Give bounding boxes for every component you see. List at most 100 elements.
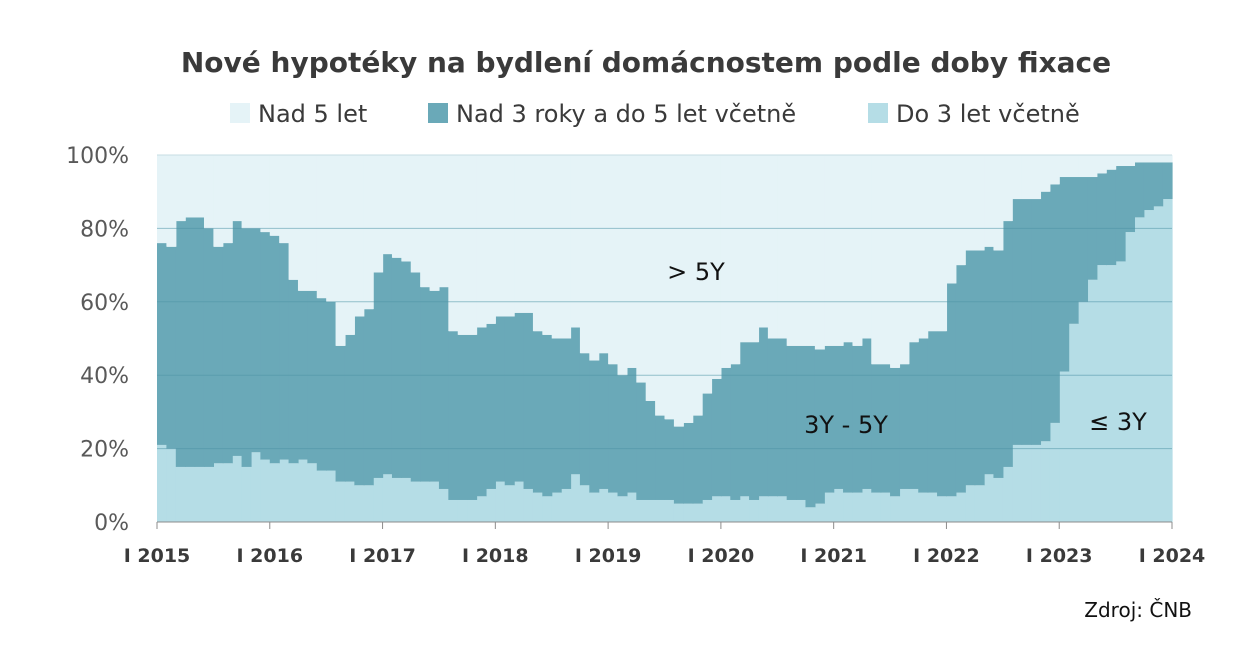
area-segment bbox=[739, 342, 750, 497]
area-segment bbox=[222, 155, 233, 244]
area-segment bbox=[279, 459, 290, 522]
area-segment bbox=[1078, 155, 1089, 178]
area-segment bbox=[937, 155, 948, 332]
area-segment bbox=[523, 155, 534, 313]
area-segment bbox=[655, 155, 666, 416]
area-segment bbox=[918, 492, 929, 522]
area-segment bbox=[598, 353, 609, 489]
x-tick-label: I 2015 bbox=[124, 545, 191, 567]
legend-label-over-5: Nad 5 let bbox=[258, 100, 367, 128]
area-segment bbox=[354, 155, 365, 317]
area-segment bbox=[589, 492, 600, 522]
area-segment bbox=[1153, 155, 1164, 163]
area-segment bbox=[890, 496, 901, 522]
area-segment bbox=[448, 155, 459, 332]
area-segment bbox=[579, 155, 590, 354]
area-segment bbox=[157, 444, 167, 522]
area-segment bbox=[843, 492, 854, 522]
area-segment bbox=[410, 481, 421, 522]
area-segment bbox=[645, 400, 656, 500]
area-segment bbox=[608, 492, 619, 522]
area-segment bbox=[476, 155, 487, 328]
area-segment bbox=[1115, 166, 1126, 262]
area-segment bbox=[241, 466, 252, 522]
area-segment bbox=[777, 155, 788, 339]
y-tick-label: 100% bbox=[66, 144, 129, 169]
area-segment bbox=[476, 496, 487, 522]
area-segment bbox=[391, 477, 402, 522]
area-segment bbox=[335, 345, 346, 482]
area-segment bbox=[673, 155, 684, 427]
area-segment bbox=[984, 474, 995, 522]
area-segment bbox=[316, 155, 327, 299]
area-segment bbox=[307, 463, 318, 522]
area-segment bbox=[833, 345, 844, 489]
area-segment bbox=[626, 155, 637, 368]
area-segment bbox=[175, 466, 186, 522]
area-segment bbox=[1040, 155, 1051, 192]
area-segment bbox=[363, 485, 374, 522]
area-segment bbox=[504, 316, 515, 486]
area-segment bbox=[391, 155, 402, 258]
area-segment bbox=[570, 155, 581, 328]
area-segment bbox=[185, 217, 196, 467]
area-segment bbox=[1153, 206, 1164, 522]
area-segment bbox=[495, 155, 506, 317]
x-tick-label: I 2016 bbox=[236, 545, 303, 567]
area-segment bbox=[157, 155, 167, 244]
area-segment bbox=[655, 415, 666, 500]
y-tick-label: 20% bbox=[80, 438, 129, 463]
area-segment bbox=[730, 364, 741, 500]
area-segment bbox=[438, 287, 449, 489]
area-segment bbox=[326, 470, 337, 522]
area-segment bbox=[711, 496, 722, 522]
area-segment bbox=[927, 492, 938, 522]
area-segment bbox=[720, 496, 731, 522]
area-segment bbox=[608, 364, 619, 493]
area-segment bbox=[401, 155, 412, 262]
area-segment bbox=[589, 155, 600, 361]
area-segment bbox=[241, 228, 252, 467]
area-segment bbox=[683, 503, 694, 522]
y-tick-label: 60% bbox=[80, 291, 129, 316]
area-segment bbox=[617, 375, 628, 497]
area-segment bbox=[730, 155, 741, 365]
area-segment bbox=[495, 481, 506, 522]
area-segment bbox=[702, 393, 713, 500]
x-tick-label: I 2019 bbox=[575, 545, 642, 567]
area-segment bbox=[955, 265, 966, 493]
area-segment bbox=[645, 499, 656, 522]
area-segment bbox=[692, 155, 703, 416]
area-segment bbox=[1068, 177, 1079, 324]
area-segment bbox=[758, 155, 769, 328]
area-segment bbox=[720, 155, 731, 368]
area-segment bbox=[213, 463, 224, 522]
area-segment bbox=[589, 360, 600, 493]
area-segment bbox=[984, 155, 995, 247]
area-segment bbox=[382, 155, 393, 255]
area-segment bbox=[354, 485, 365, 522]
area-segment bbox=[1068, 323, 1079, 522]
legend-label-3-to-5: Nad 3 roky a do 5 let včetně bbox=[456, 100, 796, 128]
annotation-over-5y: > 5Y bbox=[667, 258, 725, 286]
area-segment bbox=[974, 250, 985, 486]
area-segment bbox=[467, 334, 478, 500]
area-segment bbox=[485, 323, 496, 489]
plot-area bbox=[157, 155, 1173, 523]
area-segment bbox=[523, 312, 534, 489]
area-segment bbox=[843, 155, 854, 343]
area-segment bbox=[391, 257, 402, 478]
area-segment bbox=[232, 455, 243, 522]
area-segment bbox=[739, 496, 750, 522]
area-segment bbox=[1078, 177, 1089, 302]
x-tick-label: I 2018 bbox=[462, 545, 529, 567]
annotation-under-3y: ≤ 3Y bbox=[1089, 408, 1147, 436]
area-segment bbox=[542, 496, 553, 522]
area-segment bbox=[570, 327, 581, 475]
area-segment bbox=[833, 155, 844, 346]
area-segment bbox=[1049, 422, 1060, 522]
area-segment bbox=[626, 367, 637, 493]
area-segment bbox=[673, 426, 684, 504]
area-segment bbox=[899, 364, 910, 489]
area-segment bbox=[1153, 162, 1164, 207]
